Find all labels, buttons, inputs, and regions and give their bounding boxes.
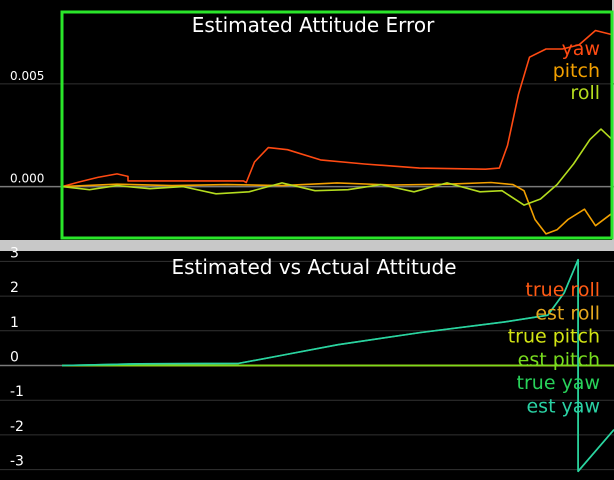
error-plot-y-ticks: 0.005 0.000 (10, 69, 44, 186)
attitude-plot-series (61, 258, 614, 473)
y-tick-label: 0.000 (10, 172, 44, 186)
series-line-yaw (61, 29, 613, 188)
error-plot-background (0, 0, 614, 240)
series-line-est-yaw (61, 258, 614, 473)
legend-entry-true-pitch: true pitch (508, 326, 600, 348)
y-tick-label: -1 (10, 384, 24, 400)
series-line-pitch (61, 181, 613, 235)
error-plot-grid (0, 83, 614, 188)
error-plot-title: Estimated Attitude Error (192, 13, 435, 37)
series-line-roll (61, 128, 613, 206)
y-tick-label: 0.005 (10, 69, 44, 83)
y-tick-label: 2 (10, 280, 19, 296)
legend-entry-roll: roll (570, 82, 600, 104)
attitude-plot-y-ticks: 3 2 1 0 -1 -2 -3 (10, 245, 24, 469)
legend-entry-true-yaw: true yaw (517, 372, 600, 394)
error-plot-panel[interactable]: 0.005 0.000 Estimated Attitude Error yawp… (0, 0, 614, 240)
legend-entry-true-roll: true roll (525, 279, 600, 301)
legend-entry-pitch: pitch (553, 60, 600, 82)
legend-entry-est-yaw: est yaw (526, 396, 600, 418)
legend-entry-est-roll: est roll (535, 302, 600, 324)
y-tick-label: 0 (10, 350, 19, 366)
legend-entry-yaw: yaw (562, 38, 600, 60)
y-tick-label: -3 (10, 454, 24, 470)
legend-entry-est-pitch: est pitch (518, 349, 600, 371)
y-tick-label: -2 (10, 419, 24, 435)
selected-plot-border (60, 10, 614, 240)
y-tick-label: 1 (10, 315, 19, 331)
error-plot-series (61, 29, 613, 235)
y-tick-label: 3 (10, 245, 19, 261)
attitude-plot-title: Estimated vs Actual Attitude (171, 255, 456, 279)
